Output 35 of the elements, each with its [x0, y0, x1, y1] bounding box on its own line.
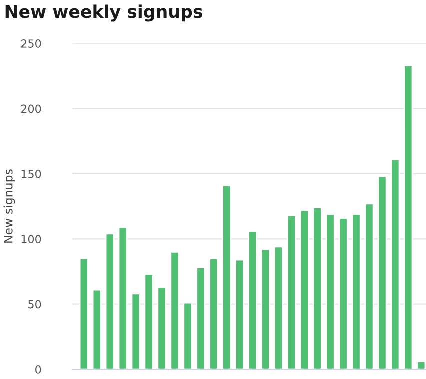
bar — [118, 226, 128, 370]
bar — [352, 214, 362, 370]
bar — [157, 286, 167, 370]
y-tick-label: 250 — [21, 40, 42, 48]
bar — [131, 293, 141, 370]
bar — [92, 289, 102, 370]
bar — [390, 158, 400, 370]
y-tick-label: 100 — [22, 235, 42, 244]
bar — [209, 258, 219, 370]
bar — [312, 207, 322, 370]
y-axis-title: New signups — [4, 170, 16, 243]
bar — [248, 230, 258, 370]
bar — [326, 214, 336, 370]
bar — [144, 274, 154, 370]
bar — [300, 210, 310, 370]
bar — [196, 267, 206, 370]
bar — [105, 233, 115, 370]
bar — [404, 65, 414, 370]
bar — [338, 218, 348, 370]
chart-title: New weekly signups — [6, 4, 202, 22]
bar — [170, 251, 180, 370]
bar — [364, 203, 374, 370]
bar — [222, 185, 232, 370]
y-tick-label: 50 — [28, 300, 42, 309]
bar — [183, 302, 193, 370]
bar — [378, 176, 388, 370]
y-tick-label: 200 — [21, 104, 42, 114]
bar — [286, 214, 296, 370]
bar — [235, 259, 245, 370]
y-tick-label: 0 — [36, 366, 42, 374]
bar — [79, 258, 89, 370]
y-tick-label: 150 — [22, 170, 42, 178]
bar — [274, 246, 284, 370]
bar — [261, 248, 270, 370]
bar — [416, 361, 426, 370]
